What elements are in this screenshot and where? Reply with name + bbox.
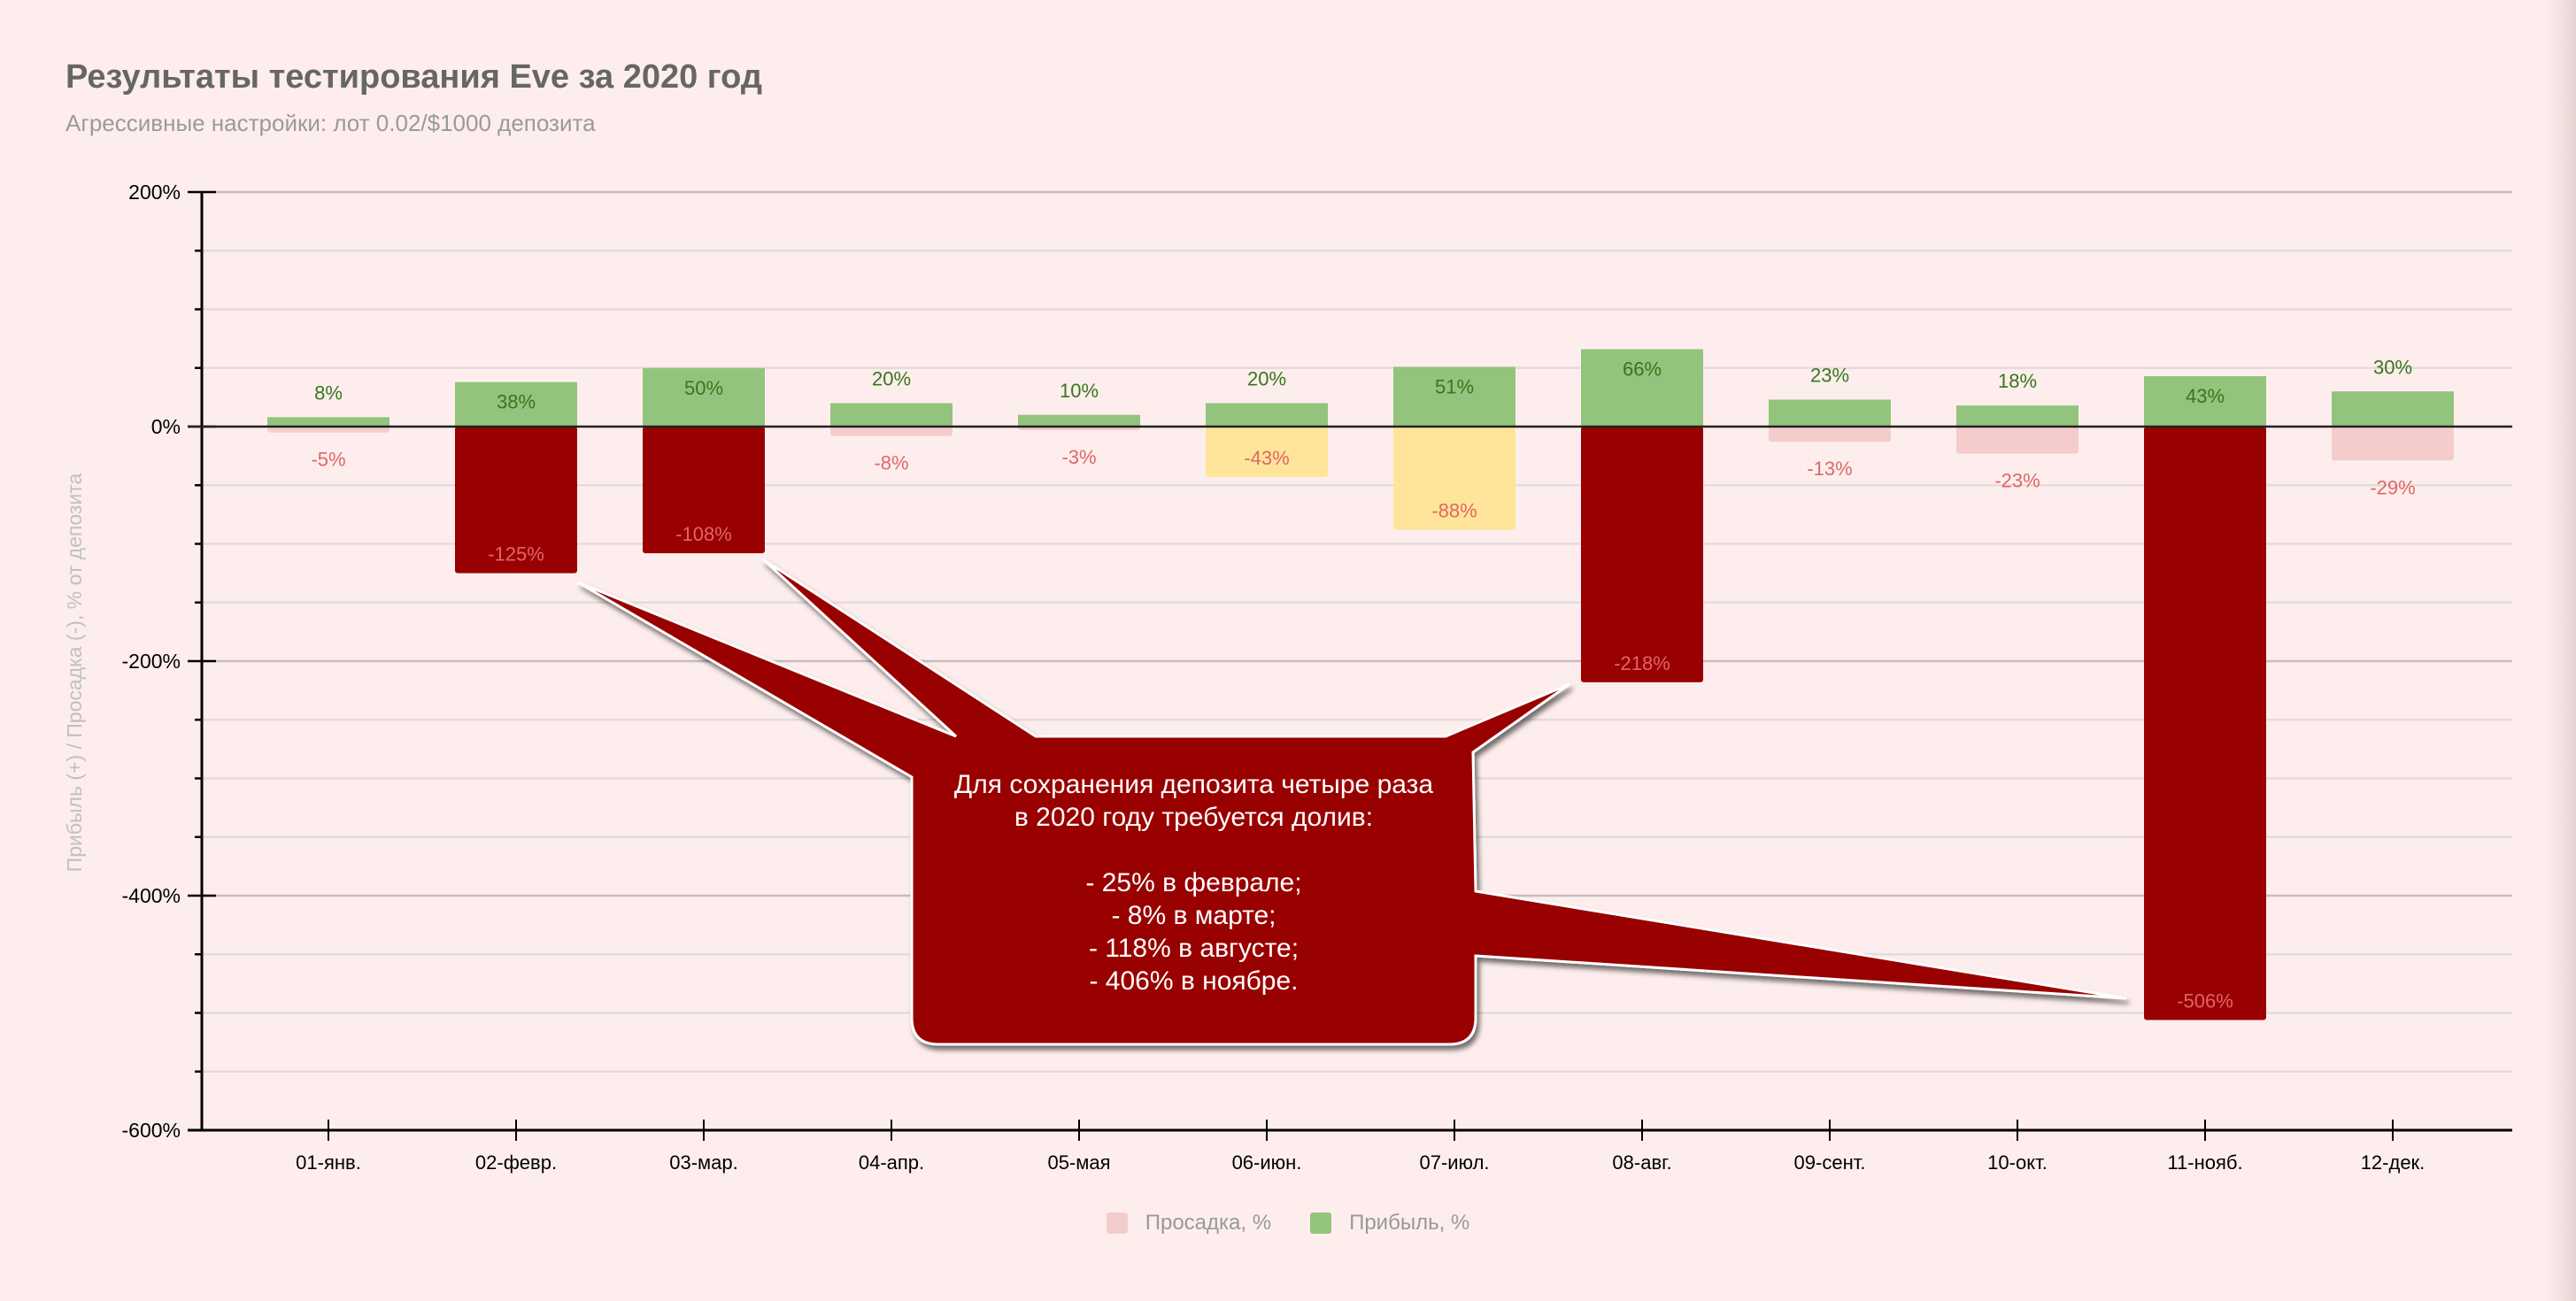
x-tick-label: 04-апр.	[859, 1151, 924, 1174]
y-tick-label: -400%	[122, 884, 181, 907]
drawdown-label: -13%	[1807, 458, 1852, 480]
drawdown-label: -5%	[311, 449, 345, 471]
profit-bar	[830, 403, 953, 427]
profit-label: 23%	[1810, 365, 1849, 387]
drawdown-bar	[1956, 427, 2079, 454]
drawdown-bar	[2332, 427, 2454, 461]
profit-label: 66%	[1623, 358, 1662, 381]
profit-bar	[1393, 366, 1516, 427]
profit-label: 51%	[1435, 375, 1474, 397]
bar-group: 8% -5%	[267, 381, 389, 471]
profit-label: 50%	[684, 377, 723, 399]
x-tick-label: 07-июл.	[1419, 1151, 1489, 1174]
drawdown-bar	[1769, 427, 1891, 443]
bar-group: 10% -3%	[1018, 380, 1140, 468]
drawdown-bar	[1581, 427, 1703, 682]
profit-label: 30%	[2373, 356, 2412, 378]
drawdown-label: -8%	[874, 452, 908, 474]
profit-label: 43%	[2186, 385, 2225, 407]
legend-item-profit[interactable]: Прибыль, %	[1310, 1211, 1469, 1236]
drawdown-label: -506%	[2177, 989, 2233, 1012]
drawdown-bar	[267, 427, 389, 433]
chart-subtitle: Агрессивные настройки: лот 0.02/$1000 де…	[66, 110, 596, 136]
drawdown-label: -23%	[1994, 469, 2040, 491]
legend-swatch-profit	[1310, 1212, 1332, 1234]
bar-group: 50% -108%	[643, 367, 765, 554]
bars: 8% -5% 38% -125% 50% -108% 20% -8% 10% -3% 20% -43%…	[188, 349, 2512, 1020]
x-tick-label: 05-мая	[1047, 1151, 1110, 1174]
profit-bar	[267, 417, 389, 427]
callout-bubble	[577, 558, 2127, 1046]
y-axis: 200% 0% -200% -400% -600%	[122, 181, 216, 1142]
profit-bar	[2332, 391, 2454, 427]
profit-bar	[1018, 414, 1140, 427]
legend: Просадка, % Прибыль, %	[0, 1211, 2576, 1236]
y-tick-label: -600%	[122, 1119, 181, 1142]
bar-group: 23% -13%	[1769, 365, 1891, 480]
bar-group: 43% -506%	[2144, 376, 2266, 1020]
bar-group: 20% -43%	[1206, 368, 1328, 477]
legend-swatch-drawdown	[1106, 1212, 1128, 1234]
x-tick-label: 09-сент.	[1794, 1151, 1866, 1174]
x-tick-label: 01-янв.	[296, 1151, 361, 1174]
profit-bar	[2144, 376, 2266, 427]
drawdown-label: -108%	[675, 523, 732, 545]
drawdown-bar	[2144, 427, 2266, 1020]
profit-bar	[643, 367, 765, 427]
profit-label: 8%	[314, 381, 343, 404]
x-tick-label: 08-авг.	[1612, 1151, 1671, 1174]
bar-group: 38% -125%	[455, 381, 577, 574]
x-tick-label: 11-нояб.	[2167, 1151, 2242, 1174]
drawdown-label: -125%	[488, 543, 544, 566]
chart-title: Результаты тестирования Eve за 2020 год	[66, 58, 762, 96]
bar-group: 20% -8%	[830, 368, 953, 474]
drawdown-bar	[643, 427, 765, 554]
y-tick-label: 200%	[128, 181, 181, 204]
callout-text: Для сохранения депозита четыре раза в 20…	[953, 770, 1434, 996]
drawdown-bar	[1393, 427, 1516, 530]
scrollbar-track[interactable]	[2546, 0, 2576, 1301]
callout-shape	[577, 558, 2127, 1046]
drawdown-label: -218%	[1614, 652, 1670, 674]
drawdown-bar	[830, 427, 953, 436]
y-tick-label: -200%	[122, 650, 181, 673]
profit-label: 18%	[1998, 370, 2037, 392]
y-tick-label: 0%	[151, 415, 181, 438]
profit-label: 20%	[872, 368, 911, 390]
profit-bar	[1581, 349, 1703, 427]
drawdown-bar	[455, 427, 577, 574]
x-tick-label: 02-февр.	[475, 1151, 557, 1174]
profit-label: 38%	[497, 391, 536, 413]
x-tick-label: 06-июн.	[1232, 1151, 1302, 1174]
drawdown-bar	[1206, 427, 1328, 477]
x-tick-label: 12-дек.	[2361, 1151, 2426, 1174]
drawdown-label: -29%	[2370, 476, 2415, 498]
bar-group: 18% -23%	[1956, 370, 2079, 491]
legend-label-profit: Прибыль, %	[1349, 1211, 1470, 1235]
profit-bar	[1206, 403, 1328, 427]
profit-bar	[1956, 405, 2079, 427]
profit-label: 10%	[1060, 380, 1099, 402]
drawdown-label: -43%	[1244, 447, 1289, 469]
drawdown-label: -3%	[1061, 446, 1096, 468]
drawdown-label: -88%	[1431, 500, 1477, 522]
bar-group: 66% -218%	[1581, 349, 1703, 682]
x-tick-label: 10-окт.	[1987, 1151, 2048, 1174]
legend-label-drawdown: Просадка, %	[1145, 1211, 1272, 1235]
profit-label: 20%	[1247, 368, 1286, 390]
x-axis: 01-янв. 02-февр. 03-мар. 04-апр. 05-мая 06-ию…	[188, 1120, 2512, 1174]
bar-group: 30% -29%	[2332, 356, 2454, 498]
bar-group: 51% -88%	[1393, 366, 1516, 530]
y-axis-title: Прибыль (+) / Просадка (-), % от депозит…	[63, 473, 86, 872]
profit-bar	[455, 381, 577, 427]
x-tick-label: 03-мар.	[669, 1151, 738, 1174]
profit-bar	[1769, 399, 1891, 427]
legend-item-drawdown[interactable]: Просадка, %	[1106, 1211, 1272, 1236]
